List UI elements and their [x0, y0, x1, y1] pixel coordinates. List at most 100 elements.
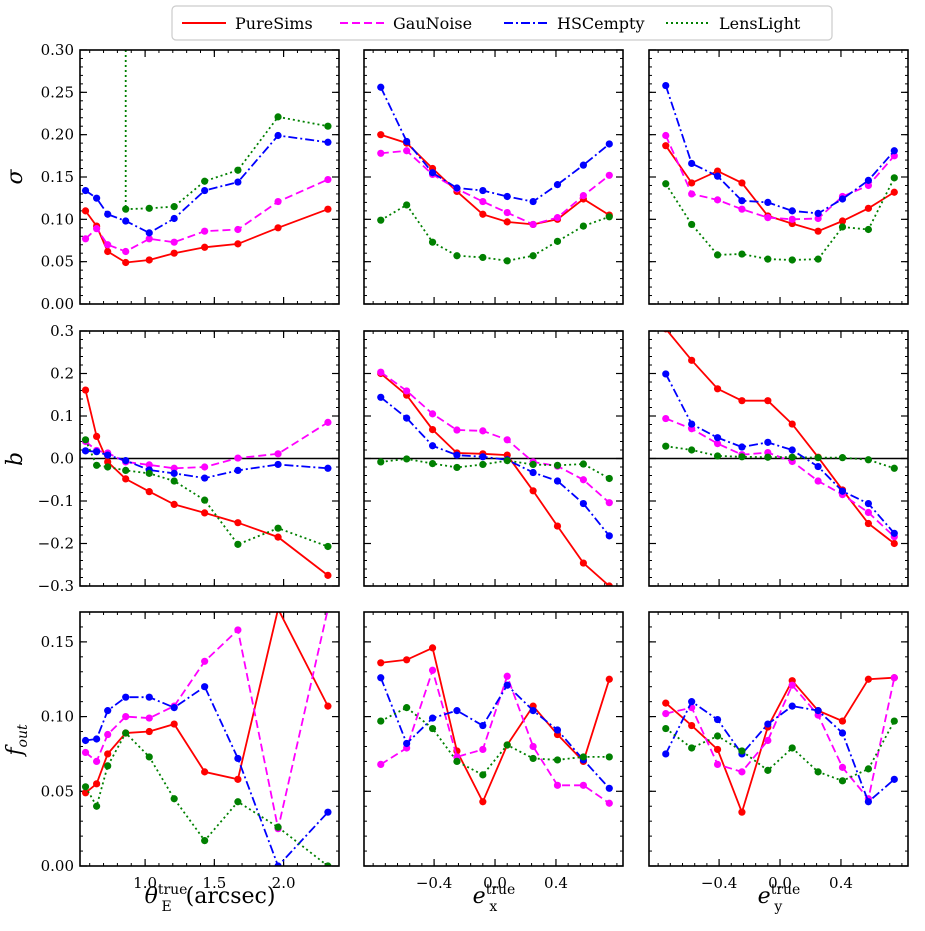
data-point-HSCempty [838, 195, 847, 203]
data-point-LensLight [688, 744, 696, 752]
series-line-GauNoise [84, 421, 329, 470]
data-point-HSCempty [428, 442, 437, 450]
panel-frame [363, 611, 624, 867]
data-point-GauNoise [145, 714, 153, 722]
data-point-HSCempty [529, 468, 537, 477]
data-point-GauNoise [579, 192, 587, 200]
x-tick-label: −0.4 [701, 874, 737, 892]
data-point-LensLight [170, 477, 178, 485]
series-line-PureSims [84, 389, 329, 577]
data-point-HSCempty [170, 704, 178, 712]
data-point-GauNoise [662, 710, 670, 718]
data-point-HSCempty [503, 681, 511, 689]
series-line-HSCempty [379, 86, 610, 203]
data-point-PureSims [529, 487, 537, 495]
data-point-PureSims [104, 247, 112, 256]
data-point-HSCempty [104, 707, 112, 715]
data-point-PureSims [713, 385, 722, 393]
data-point-LensLight [503, 257, 511, 265]
data-point-PureSims [377, 131, 385, 139]
data-point-PureSims [145, 256, 153, 264]
data-point-LensLight [814, 255, 822, 263]
data-point-LensLight [838, 223, 847, 231]
series-line-GauNoise [84, 612, 329, 829]
data-point-LensLight [662, 442, 670, 450]
data-point-HSCempty [81, 186, 90, 195]
panel-frame [79, 330, 340, 587]
data-point-GauNoise [605, 799, 613, 807]
y-tick-label: 0.00 [41, 295, 74, 313]
data-point-LensLight [738, 453, 746, 461]
data-point-GauNoise [274, 197, 282, 206]
data-point-LensLight [579, 753, 587, 761]
y-tick-label: 0.10 [41, 708, 74, 726]
data-point-LensLight [529, 754, 537, 763]
data-point-LensLight [324, 122, 332, 130]
data-point-LensLight [234, 166, 242, 174]
data-point-HSCempty [145, 229, 153, 237]
plot-area [364, 368, 623, 586]
data-point-HSCempty [764, 198, 772, 206]
data-point-PureSims [838, 217, 847, 225]
legend-label-PureSims: PureSims [235, 14, 313, 33]
data-point-LensLight [145, 204, 153, 212]
y-tick-label: 0.20 [41, 126, 74, 144]
y-tick-label: −0.3 [38, 577, 74, 595]
data-point-HSCempty [553, 181, 562, 189]
data-point-GauNoise [170, 464, 178, 472]
data-point-GauNoise [104, 730, 112, 739]
data-point-PureSims [688, 179, 696, 187]
y-tick-label: 0.05 [41, 253, 74, 271]
data-point-HSCempty [403, 739, 411, 748]
plot-area [81, 50, 332, 267]
data-point-HSCempty [605, 532, 613, 540]
data-point-HSCempty [864, 798, 872, 806]
data-point-LensLight [788, 744, 796, 752]
data-point-PureSims [170, 249, 178, 257]
data-point-GauNoise [814, 214, 822, 223]
data-point-PureSims [579, 559, 587, 567]
data-point-LensLight [553, 237, 562, 245]
series-line-LensLight [665, 445, 895, 470]
data-point-HSCempty [201, 474, 209, 482]
data-point-LensLight [788, 256, 796, 264]
data-point-HSCempty [377, 393, 385, 401]
data-point-PureSims [553, 522, 562, 530]
data-point-LensLight [605, 213, 613, 221]
data-point-LensLight [605, 474, 613, 483]
data-point-LensLight [579, 222, 587, 230]
data-point-GauNoise [428, 666, 437, 674]
data-point-GauNoise [838, 763, 847, 771]
data-point-HSCempty [201, 186, 209, 195]
data-point-HSCempty [529, 197, 537, 206]
data-point-PureSims [170, 500, 178, 508]
data-point-LensLight [529, 460, 537, 469]
data-point-LensLight [104, 762, 112, 770]
data-point-GauNoise [864, 508, 872, 517]
panel-grid: 0.00 0.05 0.10 0.15 0.20 0.25 0.30 −0.3 −0.2 −0.1… [38, 41, 909, 892]
data-point-LensLight [324, 542, 332, 551]
data-point-HSCempty [234, 754, 242, 763]
data-point-GauNoise [122, 712, 130, 721]
series-line-LensLight [665, 177, 896, 261]
data-point-GauNoise [377, 149, 385, 157]
data-point-GauNoise [662, 131, 670, 140]
data-point-GauNoise [764, 214, 772, 222]
data-point-HSCempty [453, 707, 461, 715]
plot-area [377, 83, 613, 265]
data-point-HSCempty [713, 172, 722, 180]
data-point-HSCempty [605, 784, 613, 792]
data-point-GauNoise [503, 436, 511, 444]
data-point-GauNoise [145, 461, 153, 469]
data-point-LensLight [788, 453, 796, 461]
data-point-HSCempty [713, 434, 722, 442]
series-line-PureSims [84, 208, 329, 264]
data-point-LensLight [579, 460, 587, 468]
data-point-LensLight [81, 436, 90, 444]
data-point-GauNoise [553, 214, 562, 222]
plot-area [662, 674, 898, 816]
y-tick-label: 0.15 [41, 168, 74, 186]
data-point-LensLight [274, 823, 282, 831]
data-point-PureSims [713, 167, 722, 175]
series-line-GauNoise [380, 371, 610, 504]
